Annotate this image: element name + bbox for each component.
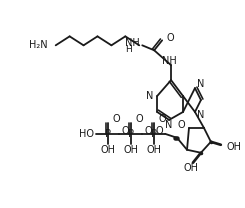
Text: OH: OH bbox=[227, 142, 242, 152]
Text: N: N bbox=[197, 79, 204, 89]
Text: OH: OH bbox=[147, 145, 162, 155]
Text: O: O bbox=[122, 126, 129, 136]
Text: P: P bbox=[105, 129, 111, 139]
Text: OH: OH bbox=[101, 145, 116, 155]
Text: N: N bbox=[146, 91, 153, 101]
Text: H: H bbox=[125, 45, 132, 54]
Text: O: O bbox=[166, 33, 174, 43]
Text: H₂N: H₂N bbox=[29, 40, 48, 50]
Text: NH: NH bbox=[124, 38, 139, 48]
Text: O: O bbox=[158, 114, 166, 124]
Text: O: O bbox=[144, 126, 152, 136]
Text: O: O bbox=[177, 120, 185, 130]
Text: O: O bbox=[155, 126, 163, 136]
Text: P: P bbox=[128, 129, 134, 139]
Text: OH: OH bbox=[184, 163, 198, 173]
Text: NH: NH bbox=[162, 56, 176, 66]
Text: HO: HO bbox=[78, 129, 94, 139]
Text: N: N bbox=[197, 110, 204, 120]
Text: P: P bbox=[151, 129, 157, 139]
Text: N: N bbox=[165, 120, 173, 130]
Text: O: O bbox=[112, 114, 120, 124]
Text: O: O bbox=[135, 114, 143, 124]
Text: OH: OH bbox=[124, 145, 139, 155]
